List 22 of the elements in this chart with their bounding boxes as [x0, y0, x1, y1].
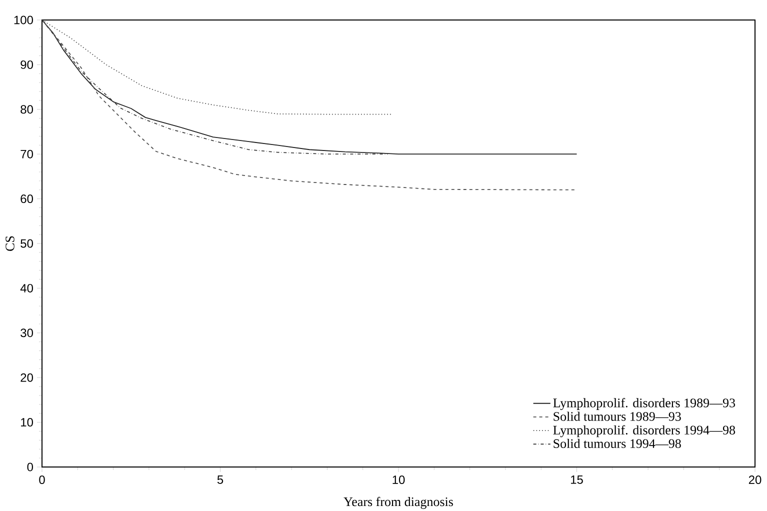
- legend-label: Lymphoprolif. disorders 1994—98: [553, 425, 736, 438]
- x-tick-label: 20: [748, 476, 762, 484]
- y-tick-label: 10: [21, 418, 34, 427]
- legend-label: Solid tumours 1994—98: [554, 438, 681, 448]
- legend-label: Lymphoprolif. disorders 1989—93: [553, 398, 736, 410]
- y-tick-label: 80: [20, 105, 34, 114]
- x-tick-label: 10: [392, 476, 405, 484]
- legend-label: Solid tumours 1989—93: [554, 412, 681, 421]
- y-axis-title: CS: [6, 236, 14, 251]
- y-tick-label: 100: [14, 16, 33, 24]
- y-tick-label: 30: [20, 328, 34, 338]
- y-tick-label: 60: [20, 194, 34, 204]
- y-tick-label: 0: [27, 462, 34, 472]
- x-axis-title: Years from diagnosis: [344, 496, 453, 509]
- y-tick-label: 50: [20, 239, 34, 248]
- x-tick-label: 15: [570, 476, 583, 484]
- y-tick-label: 40: [20, 284, 34, 292]
- x-tick-label: 5: [217, 476, 224, 484]
- x-tick-label: 0: [39, 476, 45, 484]
- y-tick-label: 70: [20, 150, 34, 158]
- y-tick-label: 90: [20, 60, 34, 69]
- y-tick-label: 20: [20, 373, 34, 382]
